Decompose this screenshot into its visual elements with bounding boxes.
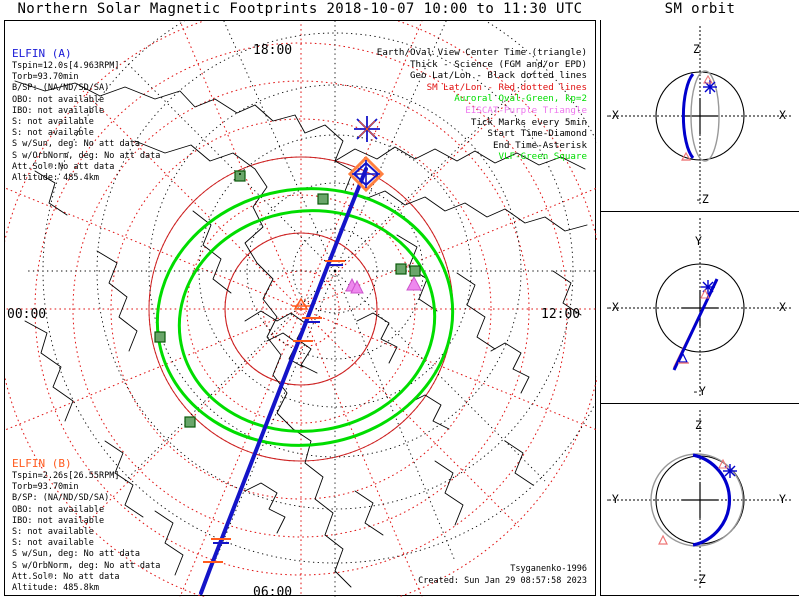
axis-label-bottom: -Z bbox=[695, 192, 709, 206]
elfin-a-track bbox=[199, 167, 368, 595]
mlt-label-right: 12:00 bbox=[541, 307, 581, 322]
spacecraft-a-line: IBO: not available bbox=[12, 105, 105, 116]
spacecraft-a-line: B/SP: (NA/ND/SD/SA) bbox=[12, 83, 110, 94]
legend-item: Start Time-Diamond bbox=[487, 128, 587, 140]
model-name: Tsyganenko-1996 bbox=[510, 564, 587, 574]
legend-item: SM Lat/Lon - Red dotted lines bbox=[426, 81, 587, 93]
vlf-stations bbox=[154, 170, 421, 428]
axis-label-right: Y bbox=[779, 492, 786, 506]
axis-label-right: X bbox=[779, 300, 786, 314]
legend-item: Geo Lat/Lon - Black dotted lines bbox=[409, 70, 587, 82]
coastlines bbox=[14, 80, 588, 588]
spacecraft-a-info: ELFIN (A) Tspin=12.0s[4.963RPM] Torb=93.… bbox=[12, 47, 160, 184]
axis-label-left: -X bbox=[605, 300, 619, 314]
plot-legend: Earth/Oval View Center Time (triangle) T… bbox=[377, 47, 587, 163]
spacecraft-b-line: Tspin=2.26s[26.55RPM] bbox=[12, 471, 120, 481]
geo-meridian-grid bbox=[25, 21, 597, 597]
panel-divider bbox=[600, 20, 601, 596]
spacecraft-b-line: Torb=93.70min bbox=[12, 482, 79, 493]
page-title: Northern Solar Magnetic Footprints 2018-… bbox=[17, 1, 583, 17]
track-tick-marks bbox=[203, 260, 345, 563]
track-tick-marks-blue bbox=[213, 264, 343, 544]
spacecraft-a-line: Altitude: 485.4km bbox=[12, 173, 99, 184]
spacecraft-b-line: B/SP: (NA/ND/SD/SA) bbox=[12, 493, 110, 504]
created-timestamp: Created: Sun Jan 29 08:57:58 2023 bbox=[418, 575, 587, 586]
legend-item: Thick - Science (FGM and/or EPD) bbox=[409, 58, 587, 70]
mlt-label-top: 18:00 bbox=[253, 43, 293, 58]
spacecraft-a-line: S: not available bbox=[12, 117, 94, 128]
sm-orbit-title: SM orbit bbox=[664, 1, 736, 17]
orbit-xz-canvas bbox=[609, 26, 791, 206]
spacecraft-a-line: S w/Sun, deg: No att data bbox=[12, 139, 140, 150]
mlt-label-bottom: 06:00 bbox=[253, 585, 293, 600]
legend-item: EISCAT-Purple Triangle bbox=[465, 104, 587, 116]
spacecraft-b-info: ELFIN (B) Tspin=2.26s[26.55RPM] Torb=93.… bbox=[12, 457, 160, 594]
legend-item: Tick Marks every 5min bbox=[470, 116, 587, 128]
map-canvas bbox=[5, 21, 597, 597]
axis-label-left: -Y bbox=[605, 492, 619, 506]
orbit-panel-yz[interactable]: Z -Z -Y Y bbox=[601, 404, 799, 596]
spacecraft-a-line: OBO: not available bbox=[12, 94, 105, 105]
orbit-panel-xy[interactable]: Y -Y -X X bbox=[601, 212, 799, 404]
axis-label-top: Z bbox=[693, 42, 700, 56]
orbit-panel-xz[interactable]: Z -Z -X X bbox=[601, 20, 799, 212]
axis-label-bottom: -Y bbox=[692, 384, 706, 398]
legend-item: Auroral Oval-Green, kp=2 bbox=[454, 93, 587, 105]
spacecraft-a-line: Tspin=12.0s[4.963RPM] bbox=[12, 61, 120, 71]
axis-label-top: Z bbox=[695, 418, 702, 432]
view-center-marker bbox=[292, 297, 310, 310]
spacecraft-a-line: S: not available bbox=[12, 128, 94, 139]
spacecraft-b-line: S: not available bbox=[12, 527, 94, 538]
spacecraft-b-line: S w/Sun, deg: No att data bbox=[12, 549, 140, 560]
mlt-label-left: 00:00 bbox=[7, 307, 47, 322]
spacecraft-b-line: Att.Sol®: No att data bbox=[12, 571, 120, 582]
spacecraft-b-name: ELFIN (B) bbox=[12, 457, 72, 470]
spacecraft-b-line: Altitude: 485.8km bbox=[12, 583, 99, 594]
footprint-map[interactable]: 18:00 00:00 12:00 06:00 ELFIN (A) Tspin=… bbox=[4, 20, 597, 600]
legend-item: Earth/Oval View Center Time (triangle) bbox=[376, 47, 587, 58]
spacecraft-a-name: ELFIN (A) bbox=[12, 47, 72, 60]
start-time-diamond bbox=[347, 155, 385, 193]
end-time-asterisk-red bbox=[358, 120, 376, 138]
spacecraft-b-line: S w/OrbNorm, deg: No att data bbox=[12, 560, 161, 571]
axis-label-bottom: -Z bbox=[692, 572, 706, 586]
legend-item: VLF-Green Square bbox=[498, 151, 587, 163]
sm-inner-circle bbox=[224, 232, 378, 386]
plot-credits: Tsyganenko-1996 Created: Sun Jan 29 08:5… bbox=[418, 564, 587, 587]
spacecraft-b-line: IBO: not available bbox=[12, 515, 105, 526]
spacecraft-b-line: S: not available bbox=[12, 538, 94, 549]
spacecraft-a-line: Torb=93.70min bbox=[12, 72, 79, 83]
orbit-xy-canvas bbox=[609, 218, 791, 398]
spacecraft-a-line: S w/OrbNorm, deg: No att data bbox=[12, 150, 161, 161]
eiscat-stations bbox=[345, 275, 422, 294]
orbit-yz-canvas bbox=[609, 410, 791, 590]
axis-label-left: -X bbox=[605, 108, 619, 122]
spacecraft-b-line: OBO: not available bbox=[12, 504, 105, 515]
spacecraft-a-line: Att.Sol®:No att data bbox=[12, 161, 115, 172]
legend-item: End Time-Asterisk bbox=[492, 139, 587, 151]
axis-label-top: Y bbox=[695, 234, 702, 248]
axis-label-right: X bbox=[779, 108, 786, 122]
